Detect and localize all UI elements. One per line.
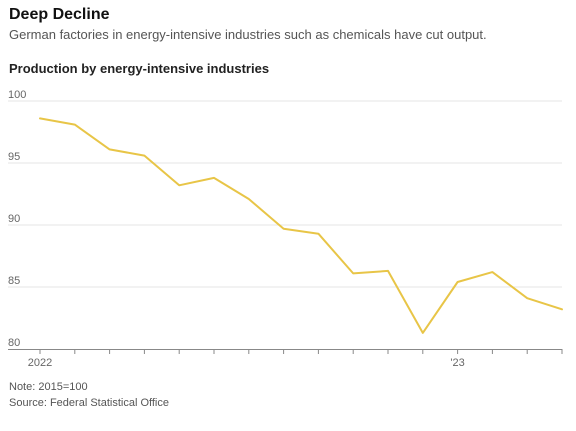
y-tick-label: 100 <box>8 89 26 101</box>
chart-headline: Deep Decline <box>9 6 110 23</box>
data-point <box>143 155 145 157</box>
data-point <box>213 177 215 179</box>
y-axis-ticks: 80 85 90 95 100 <box>8 89 26 349</box>
data-point <box>491 271 493 273</box>
series-production <box>39 117 563 334</box>
chart-note: Note: 2015=100 <box>9 381 88 393</box>
data-point <box>457 281 459 283</box>
data-point <box>317 233 319 235</box>
data-point <box>109 148 111 150</box>
data-point <box>178 184 180 186</box>
data-point <box>526 297 528 299</box>
chart-title: Production by energy-intensive industrie… <box>9 61 270 76</box>
grid-lines <box>8 100 562 288</box>
data-point <box>248 198 250 200</box>
y-tick-label: 80 <box>8 337 20 349</box>
data-point <box>422 332 424 334</box>
y-tick-label: 95 <box>8 151 20 163</box>
x-tick-label: 2022 <box>28 357 52 369</box>
x-axis: 2022 '23 <box>8 349 563 369</box>
x-tick-label: '23 <box>450 357 464 369</box>
y-tick-label: 85 <box>8 275 20 287</box>
data-point <box>352 272 354 274</box>
data-point <box>283 228 285 230</box>
series-line <box>39 117 563 334</box>
y-tick-label: 90 <box>8 213 20 225</box>
chart-source: Source: Federal Statistical Office <box>9 397 169 409</box>
data-point <box>561 308 563 310</box>
data-point <box>387 270 389 272</box>
data-point <box>39 117 41 119</box>
data-point <box>74 124 76 126</box>
chart-subtitle: German factories in energy-intensive ind… <box>9 27 487 42</box>
